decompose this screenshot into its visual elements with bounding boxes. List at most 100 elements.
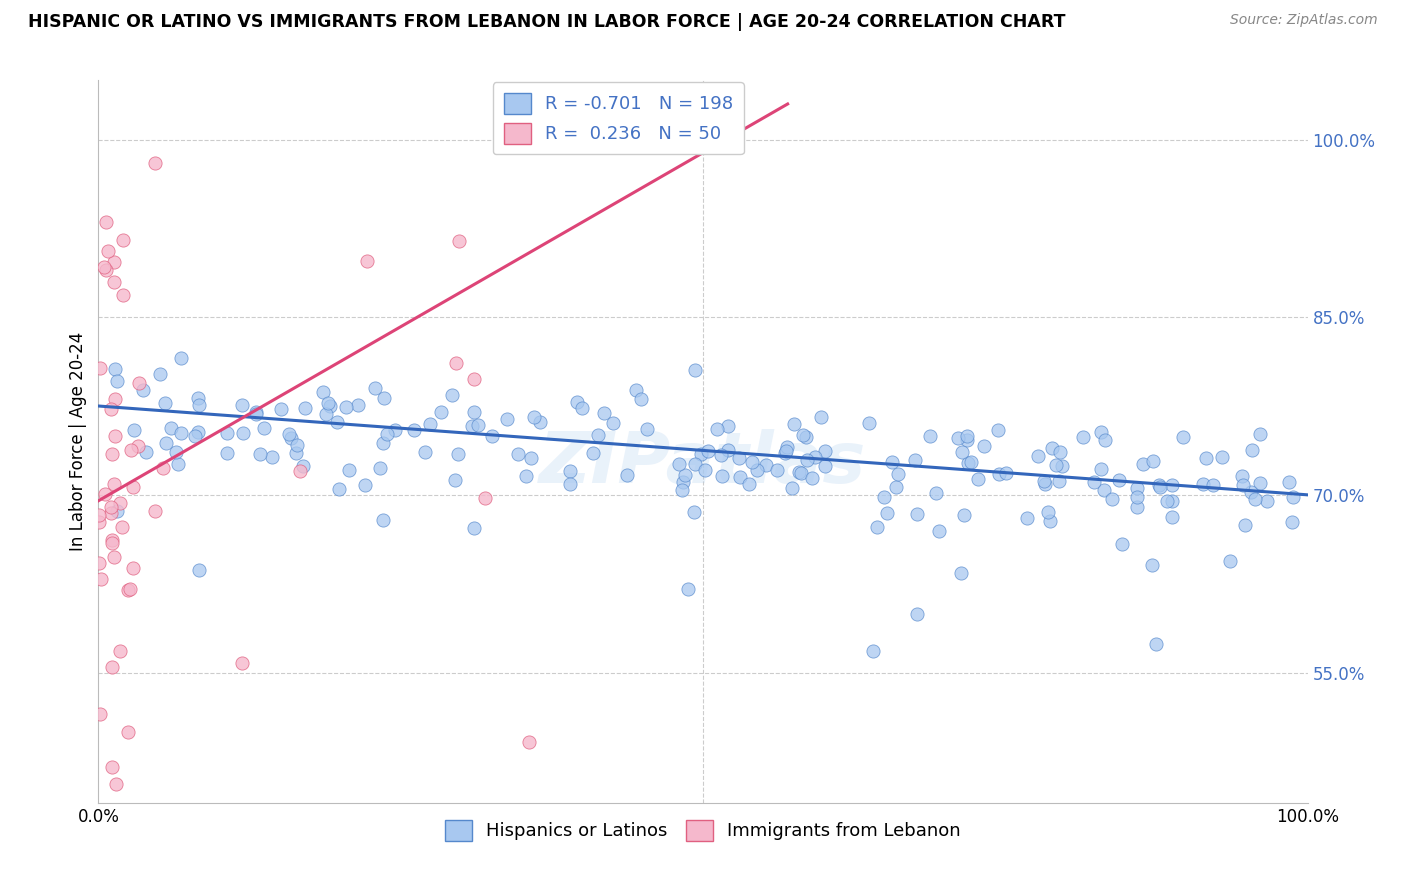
Point <box>463 405 485 419</box>
Point <box>495 412 517 426</box>
Point <box>1111 537 1133 551</box>
Point <box>581 446 603 460</box>
Point <box>630 392 652 407</box>
Y-axis label: In Labor Force | Age 20-24: In Labor Force | Age 20-24 <box>69 332 87 551</box>
Point <box>1092 483 1115 497</box>
Point <box>706 422 728 436</box>
Point <box>636 422 658 436</box>
Point <box>880 455 903 469</box>
Point <box>100 533 122 547</box>
Point <box>103 549 125 564</box>
Point <box>988 467 1011 481</box>
Point <box>1126 490 1149 504</box>
Point <box>294 401 316 415</box>
Point <box>101 447 124 461</box>
Point <box>100 500 122 514</box>
Point <box>413 445 436 459</box>
Point <box>810 410 832 425</box>
Point <box>440 388 463 402</box>
Point <box>122 479 145 493</box>
Point <box>862 644 884 658</box>
Point <box>728 450 751 465</box>
Point <box>792 427 814 442</box>
Point <box>127 439 149 453</box>
Point <box>87 508 110 522</box>
Point <box>101 760 124 774</box>
Point <box>288 464 311 478</box>
Point <box>110 496 132 510</box>
Point <box>105 503 128 517</box>
Text: ZIPatlas: ZIPatlas <box>540 429 866 498</box>
Point <box>593 406 616 420</box>
Point <box>132 384 155 398</box>
Point <box>949 566 972 581</box>
Point <box>697 444 720 458</box>
Point <box>1017 511 1039 525</box>
Point <box>1160 509 1182 524</box>
Point <box>169 351 191 366</box>
Point <box>1147 477 1170 491</box>
Point <box>418 417 440 431</box>
Point <box>287 438 309 452</box>
Point <box>558 476 581 491</box>
Point <box>135 445 157 459</box>
Point <box>94 215 117 229</box>
Point <box>766 463 789 477</box>
Point <box>384 423 406 437</box>
Point <box>747 463 769 477</box>
Point <box>103 476 125 491</box>
Point <box>956 456 979 470</box>
Point <box>683 363 706 377</box>
Point <box>155 396 177 410</box>
Point <box>676 582 699 596</box>
Point <box>474 491 496 506</box>
Point <box>515 468 537 483</box>
Point <box>520 451 543 466</box>
Point <box>1144 637 1167 651</box>
Point <box>1094 433 1116 447</box>
Point <box>335 400 357 414</box>
Point <box>1233 517 1256 532</box>
Point <box>1090 425 1112 440</box>
Text: Source: ZipAtlas.com: Source: ZipAtlas.com <box>1230 13 1378 28</box>
Point <box>787 465 810 479</box>
Point <box>693 463 716 477</box>
Point <box>252 420 274 434</box>
Point <box>967 472 990 486</box>
Point <box>316 395 339 409</box>
Point <box>315 408 337 422</box>
Point <box>337 463 360 477</box>
Point <box>103 275 125 289</box>
Point <box>463 521 485 535</box>
Point <box>93 487 115 501</box>
Point <box>112 287 135 301</box>
Point <box>1249 426 1271 441</box>
Point <box>741 455 763 469</box>
Point <box>567 395 589 409</box>
Point <box>952 508 974 523</box>
Point <box>402 423 425 437</box>
Point <box>270 402 292 417</box>
Point <box>1232 478 1254 492</box>
Point <box>187 425 209 439</box>
Point <box>128 376 150 390</box>
Point <box>152 461 174 475</box>
Point <box>1039 514 1062 528</box>
Point <box>319 400 342 414</box>
Point <box>371 513 394 527</box>
Point <box>364 381 387 395</box>
Point <box>89 361 111 376</box>
Point <box>776 440 799 454</box>
Point <box>801 471 824 485</box>
Point <box>277 426 299 441</box>
Point <box>918 429 941 443</box>
Point <box>529 416 551 430</box>
Point <box>118 582 141 597</box>
Point <box>122 423 145 437</box>
Point <box>956 434 979 448</box>
Point <box>925 486 948 500</box>
Point <box>356 254 378 268</box>
Point <box>1126 500 1149 514</box>
Point <box>1230 469 1253 483</box>
Point <box>291 459 314 474</box>
